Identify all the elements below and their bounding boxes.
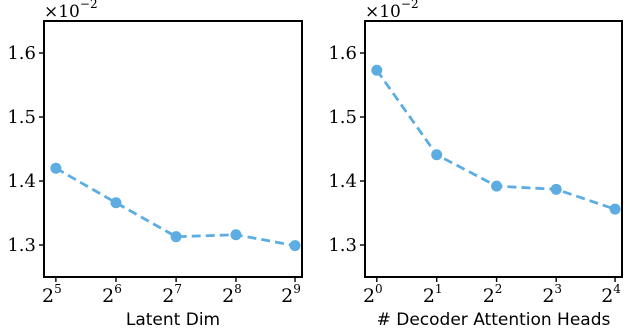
x-axis-label: Latent Dim [126, 310, 220, 329]
y-tick-label: 1.6 [328, 43, 357, 64]
x-tick-label: 25 [42, 282, 62, 307]
y-multiplier: ×10−2 [44, 0, 98, 22]
y-multiplier-exponent: −2 [401, 0, 419, 11]
plot-frame [43, 20, 303, 278]
x-tick-exponent: 9 [293, 282, 301, 296]
data-point [110, 197, 122, 209]
x-tick-exponent: 8 [234, 282, 242, 296]
x-tick-label: 24 [601, 282, 621, 307]
x-tick-exponent: 2 [495, 282, 503, 296]
chart-decoder-attention-heads: 1.31.41.51.6×10−220 21 22 23 24# Decoder Att… [328, 0, 623, 329]
x-tick-label: 20 [363, 282, 383, 307]
series-line [55, 166, 296, 248]
x-tick-exponent: 6 [114, 282, 122, 296]
x-tick-exponent: 7 [174, 282, 182, 296]
x-tick-label: 28 [222, 282, 242, 307]
y-tick-label: 1.5 [7, 107, 36, 128]
y-tick-label: 1.3 [7, 235, 36, 256]
data-point [609, 203, 621, 215]
data-point [170, 231, 182, 243]
data-point [371, 64, 383, 76]
chart-latent-dim: 1.3 1.4 1.5 1.6 ×10−2 25 26 27 28 29 Latent Dim [7, 0, 303, 329]
x-tick-exponent: 1 [435, 282, 443, 296]
x-tick-exponent: 0 [375, 282, 383, 296]
x-tick-exponent: 5 [54, 282, 62, 296]
x-tick-exponent: 4 [613, 282, 621, 296]
data-point [289, 240, 301, 252]
x-tick-label: 21 [423, 282, 443, 307]
data-point [550, 183, 562, 195]
data-point [431, 149, 443, 161]
x-tick-label: 22 [483, 282, 503, 307]
y-tick-label: 1.5 [328, 107, 357, 128]
plot-frame [364, 20, 623, 278]
x-axis-label: # Decoder Attention Heads [377, 310, 611, 329]
x-tick-label: 27 [162, 282, 182, 307]
y-tick-label: 1.3 [328, 235, 357, 256]
y-multiplier: ×10−2 [365, 0, 419, 22]
x-tick-label: 29 [281, 282, 301, 307]
y-tick-label: 1.4 [7, 171, 36, 192]
data-point [491, 180, 503, 192]
y-tick-label: 1.6 [7, 43, 36, 64]
x-tick-label: 26 [102, 282, 122, 307]
x-tick-exponent: 3 [554, 282, 562, 296]
y-tick-label: 1.4 [328, 171, 357, 192]
data-point [50, 162, 62, 174]
x-tick-label: 23 [542, 282, 562, 307]
data-point [230, 229, 242, 241]
y-multiplier-exponent: −2 [80, 0, 98, 11]
